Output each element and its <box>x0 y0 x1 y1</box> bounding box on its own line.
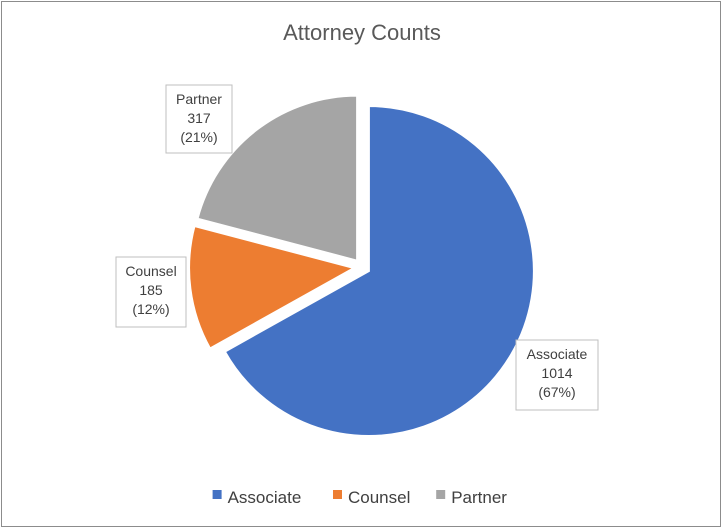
legend: Associate Counsel Partner <box>212 488 507 507</box>
data-label-value: 317 <box>187 110 211 126</box>
chart-title: Attorney Counts <box>283 20 441 45</box>
legend-label: Associate <box>228 488 302 507</box>
data-label-partner: Partner 317 (21%) <box>165 84 233 154</box>
data-label-value: 1014 <box>541 365 572 381</box>
pie-slice-counsel <box>188 224 357 350</box>
data-labels: Associate 1014 (67%) Counsel 185 (12%) Partner… <box>115 84 599 411</box>
data-label-category: Counsel <box>125 263 176 279</box>
pie-slices <box>188 94 535 437</box>
data-label-box <box>115 256 187 328</box>
legend-item-partner: Partner <box>436 488 507 507</box>
legend-label: Partner <box>451 488 507 507</box>
legend-swatch <box>436 490 446 499</box>
legend-label: Counsel <box>348 488 410 507</box>
data-label-counsel: Counsel 185 (12%) <box>115 256 187 328</box>
data-label-box <box>165 84 233 154</box>
data-label-category: Partner <box>176 91 222 107</box>
legend-item-counsel: Counsel <box>333 488 410 507</box>
legend-swatch <box>333 490 342 499</box>
data-label-associate: Associate 1014 (67%) <box>515 339 599 411</box>
legend-swatch <box>212 490 222 499</box>
data-label-value: 185 <box>139 282 163 298</box>
data-label-percent: (12%) <box>132 301 169 317</box>
pie-slice-partner <box>196 94 359 262</box>
data-label-box <box>515 339 599 411</box>
data-label-percent: (67%) <box>538 384 575 400</box>
pie-slice-associate <box>223 105 535 437</box>
data-label-percent: (21%) <box>180 129 217 145</box>
data-label-category: Associate <box>527 346 588 362</box>
legend-item-associate: Associate <box>212 488 302 507</box>
